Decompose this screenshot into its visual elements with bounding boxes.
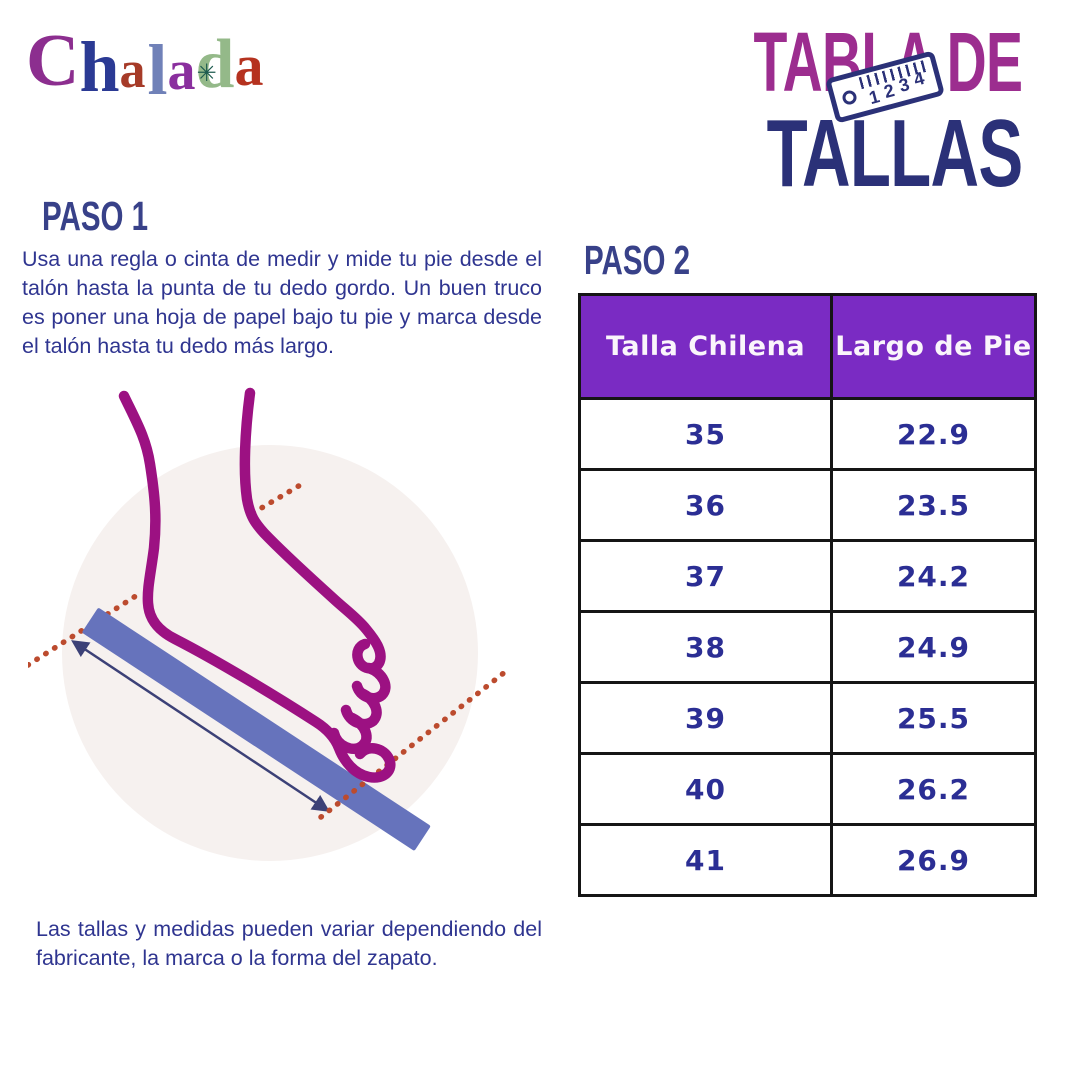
table-cell: 24.2	[830, 539, 1037, 613]
table-cell: 23.5	[830, 468, 1037, 542]
size-table: Talla Chilena Largo de Pie 35 22.9 36 23…	[578, 293, 1037, 897]
logo-letter: d ✳	[195, 26, 235, 103]
table-row: 35 22.9	[578, 397, 1037, 471]
table-cell: 35	[578, 397, 833, 471]
tape-hole-icon	[840, 88, 859, 107]
table-header-cell: Largo de Pie	[830, 293, 1037, 400]
size-table-grid: Talla Chilena Largo de Pie 35 22.9 36 23…	[578, 293, 1037, 897]
table-row: 38 24.9	[578, 610, 1037, 684]
table-cell: 40	[578, 752, 833, 826]
table-cell: 39	[578, 681, 833, 755]
disclaimer-text: Las tallas y medidas pueden variar depen…	[36, 917, 542, 970]
table-row: 37 24.2	[578, 539, 1037, 613]
heel-guide-line	[28, 481, 305, 668]
logo-letter: a	[119, 42, 146, 99]
logo-letter: a	[234, 33, 264, 98]
table-row: 36 23.5	[578, 468, 1037, 542]
measure-arrow	[71, 640, 330, 812]
table-row: 40 26.2	[578, 752, 1037, 826]
title-line-2: TALLAS	[766, 100, 1023, 207]
foot-outline	[118, 387, 396, 783]
table-cell: 26.2	[830, 752, 1037, 826]
flower-icon: ✳	[196, 59, 217, 87]
table-row: 39 25.5	[578, 681, 1037, 755]
table-cell: 38	[578, 610, 833, 684]
table-cell: 36	[578, 468, 833, 542]
page-title: TABLA DE TALLAS 1234	[677, 18, 1023, 202]
logo-letter: l	[147, 30, 168, 110]
foot-measure-illustration	[28, 387, 508, 861]
table-cell: 24.9	[830, 610, 1037, 684]
toe-guide-line	[318, 669, 508, 820]
table-row: 41 26.9	[578, 823, 1037, 897]
table-cell: 22.9	[830, 397, 1037, 471]
table-cell: 41	[578, 823, 833, 897]
logo-letter: h	[79, 27, 120, 107]
table-header-cell: Talla Chilena	[578, 293, 833, 400]
brand-logo: Chalad ✳ a	[26, 18, 263, 110]
step1-heading: PASO 1	[42, 193, 149, 239]
step1-paragraph: Usa una regla o cinta de medir y mide tu…	[22, 247, 542, 358]
table-cell: 37	[578, 539, 833, 613]
table-header-row: Talla Chilena Largo de Pie	[578, 293, 1037, 400]
table-cell: 26.9	[830, 823, 1037, 897]
step2-heading: PASO 2	[584, 237, 691, 283]
logo-letter: a	[167, 40, 196, 102]
logo-letter: C	[26, 20, 80, 102]
table-cell: 25.5	[830, 681, 1037, 755]
